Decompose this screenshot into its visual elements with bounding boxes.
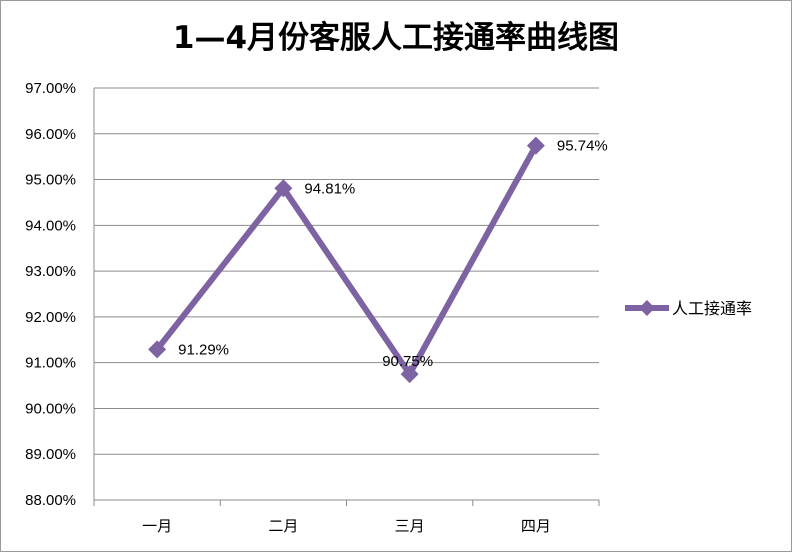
y-tick-label: 88.00% (25, 492, 76, 509)
data-label: 94.81% (304, 180, 355, 197)
legend-diamond-marker (639, 300, 655, 316)
x-tick-label: 四月 (521, 517, 551, 535)
y-tick-label: 89.00% (25, 446, 76, 463)
axes (93, 88, 600, 506)
y-tick-label: 95.00% (25, 172, 76, 189)
y-tick-label: 92.00% (25, 309, 76, 326)
data-point-marker (148, 340, 167, 359)
data-label: 90.75% (382, 353, 433, 370)
series-layer (148, 136, 545, 384)
chart-title: 1—4月份客服人工接通率曲线图 (173, 20, 619, 56)
series-line (154, 144, 539, 380)
y-tick-label: 96.00% (25, 126, 76, 143)
y-tick-label: 93.00% (25, 263, 76, 280)
legend-label: 人工接通率 (672, 299, 752, 318)
y-axis-tick-labels: 97.00% 96.00% 95.00% 94.00% 93.00% 92.00% 91.0… (25, 80, 76, 509)
y-tick-label: 94.00% (25, 217, 76, 234)
y-tick-label: 91.00% (25, 355, 76, 372)
data-labels: 91.29% 94.81% 90.75% 95.74% (178, 138, 608, 370)
data-point-marker (526, 136, 545, 155)
x-tick-label: 三月 (395, 517, 425, 535)
x-axis-tick-labels: 一月 二月 三月 四月 (142, 517, 551, 535)
x-tick-label: 一月 (142, 517, 172, 535)
data-label: 95.74% (557, 138, 608, 155)
data-point-marker (400, 365, 419, 384)
x-tick-label: 二月 (268, 517, 298, 535)
gridlines (94, 87, 599, 501)
y-tick-label: 90.00% (25, 400, 76, 417)
data-label: 91.29% (178, 341, 229, 358)
legend: 人工接通率 (625, 299, 752, 318)
y-tick-label: 97.00% (25, 80, 76, 97)
data-point-marker (274, 179, 293, 198)
